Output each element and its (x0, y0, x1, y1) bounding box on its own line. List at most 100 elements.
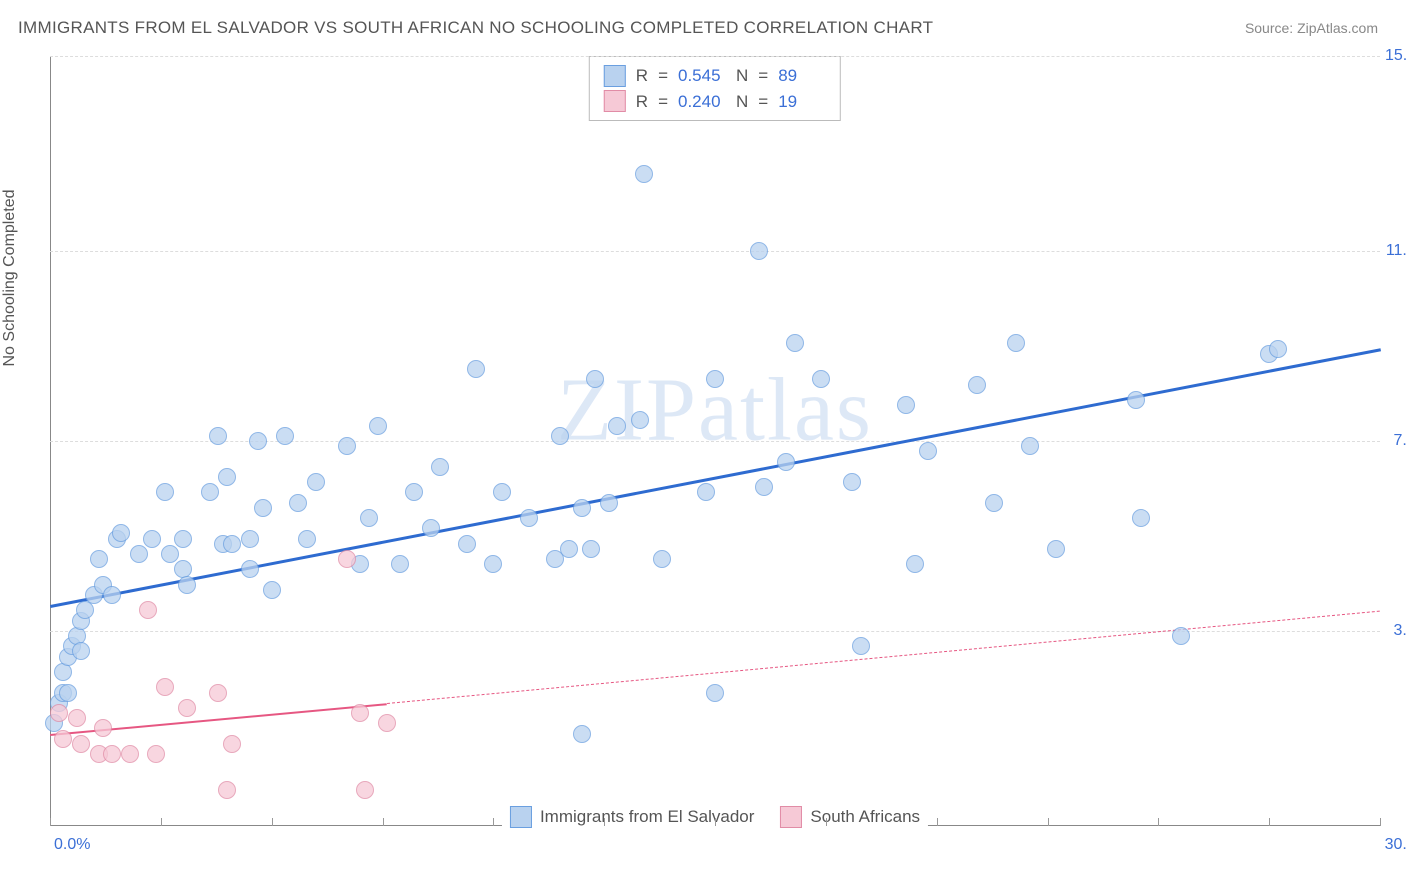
source-text: ZipAtlas.com (1297, 20, 1378, 36)
legend-label-0: Immigrants from El Salvador (540, 807, 754, 827)
x-axis-max-label: 30.0% (1385, 836, 1406, 854)
swatch-series-0 (604, 65, 626, 87)
scatter-marker-series-1 (103, 745, 121, 763)
scatter-marker-series-0 (405, 483, 423, 501)
scatter-marker-series-0 (72, 642, 90, 660)
scatter-marker-series-0 (254, 499, 272, 517)
scatter-marker-series-0 (422, 519, 440, 537)
stat-R-value-0: 0.545 (678, 63, 726, 89)
scatter-marker-series-0 (431, 458, 449, 476)
scatter-marker-series-1 (68, 709, 86, 727)
scatter-marker-series-0 (1172, 627, 1190, 645)
scatter-marker-series-1 (356, 781, 374, 799)
trend-line-series-1 (387, 610, 1380, 703)
scatter-marker-series-1 (178, 699, 196, 717)
source-prefix: Source: (1245, 20, 1297, 36)
scatter-marker-series-1 (139, 601, 157, 619)
stat-N-value-0: 89 (778, 63, 826, 89)
legend-item-0: Immigrants from El Salvador (510, 806, 754, 828)
y-tick-label: 15.0% (1385, 47, 1406, 65)
chart-title: IMMIGRANTS FROM EL SALVADOR VS SOUTH AFR… (18, 18, 933, 38)
scatter-marker-series-0 (458, 535, 476, 553)
scatter-marker-series-0 (573, 725, 591, 743)
gridline (50, 251, 1380, 252)
x-tick (1158, 818, 1159, 826)
scatter-marker-series-0 (600, 494, 618, 512)
scatter-marker-series-0 (968, 376, 986, 394)
scatter-marker-series-0 (1021, 437, 1039, 455)
scatter-marker-series-0 (560, 540, 578, 558)
scatter-marker-series-0 (156, 483, 174, 501)
stat-N-value-1: 19 (778, 89, 826, 115)
scatter-marker-series-0 (706, 370, 724, 388)
x-tick (715, 818, 716, 826)
scatter-marker-series-1 (223, 735, 241, 753)
scatter-marker-series-0 (263, 581, 281, 599)
scatter-marker-series-0 (289, 494, 307, 512)
y-tick-label: 11.2% (1385, 242, 1406, 260)
scatter-marker-series-0 (653, 550, 671, 568)
scatter-marker-series-0 (209, 427, 227, 445)
x-axis-min-label: 0.0% (54, 836, 90, 854)
stats-row-1: R = 0.240 N = 19 (604, 89, 826, 115)
scatter-marker-series-0 (298, 530, 316, 548)
scatter-marker-series-0 (1007, 334, 1025, 352)
scatter-marker-series-0 (520, 509, 538, 527)
scatter-marker-series-0 (143, 530, 161, 548)
scatter-marker-series-0 (338, 437, 356, 455)
scatter-marker-series-1 (218, 781, 236, 799)
stat-eq: = (658, 63, 668, 89)
stats-legend: R = 0.545 N = 89 R = 0.240 N = 19 (589, 56, 841, 121)
scatter-marker-series-1 (50, 704, 68, 722)
watermark-bold: ZIP (557, 361, 698, 460)
scatter-marker-series-0 (90, 550, 108, 568)
scatter-marker-series-0 (985, 494, 1003, 512)
scatter-marker-series-0 (467, 360, 485, 378)
scatter-marker-series-0 (241, 560, 259, 578)
scatter-marker-series-0 (391, 555, 409, 573)
stat-eq: = (758, 89, 768, 115)
stat-R-label: R (636, 89, 648, 115)
scatter-marker-series-0 (852, 637, 870, 655)
x-tick (826, 818, 827, 826)
scatter-marker-series-1 (94, 719, 112, 737)
scatter-marker-series-0 (54, 663, 72, 681)
scatter-marker-series-0 (178, 576, 196, 594)
source-attribution: Source: ZipAtlas.com (1245, 20, 1378, 36)
gridline (50, 56, 1380, 57)
stat-N-label: N (736, 63, 748, 89)
watermark-light: atlas (698, 361, 873, 460)
x-tick (272, 818, 273, 826)
stat-eq: = (758, 63, 768, 89)
scatter-marker-series-0 (706, 684, 724, 702)
x-tick (383, 818, 384, 826)
scatter-marker-series-0 (777, 453, 795, 471)
scatter-marker-series-1 (147, 745, 165, 763)
x-tick (493, 818, 494, 826)
scatter-marker-series-0 (130, 545, 148, 563)
scatter-marker-series-0 (223, 535, 241, 553)
plot-area: ZIPatlas R = 0.545 N = 89 R = 0.240 N = … (50, 56, 1380, 826)
swatch-series-1 (604, 90, 626, 112)
scatter-marker-series-0 (631, 411, 649, 429)
x-tick (1380, 818, 1381, 826)
stat-R-value-1: 0.240 (678, 89, 726, 115)
scatter-marker-series-0 (241, 530, 259, 548)
scatter-marker-series-1 (209, 684, 227, 702)
scatter-marker-series-0 (919, 442, 937, 460)
scatter-marker-series-1 (54, 730, 72, 748)
scatter-marker-series-0 (112, 524, 130, 542)
scatter-marker-series-0 (174, 530, 192, 548)
scatter-marker-series-1 (72, 735, 90, 753)
x-tick (1048, 818, 1049, 826)
scatter-marker-series-0 (201, 483, 219, 501)
legend-swatch-0 (510, 806, 532, 828)
scatter-marker-series-0 (843, 473, 861, 491)
scatter-marker-series-0 (635, 165, 653, 183)
scatter-marker-series-1 (338, 550, 356, 568)
scatter-marker-series-0 (1047, 540, 1065, 558)
scatter-marker-series-0 (750, 242, 768, 260)
scatter-marker-series-0 (755, 478, 773, 496)
scatter-marker-series-1 (351, 704, 369, 722)
scatter-marker-series-0 (484, 555, 502, 573)
